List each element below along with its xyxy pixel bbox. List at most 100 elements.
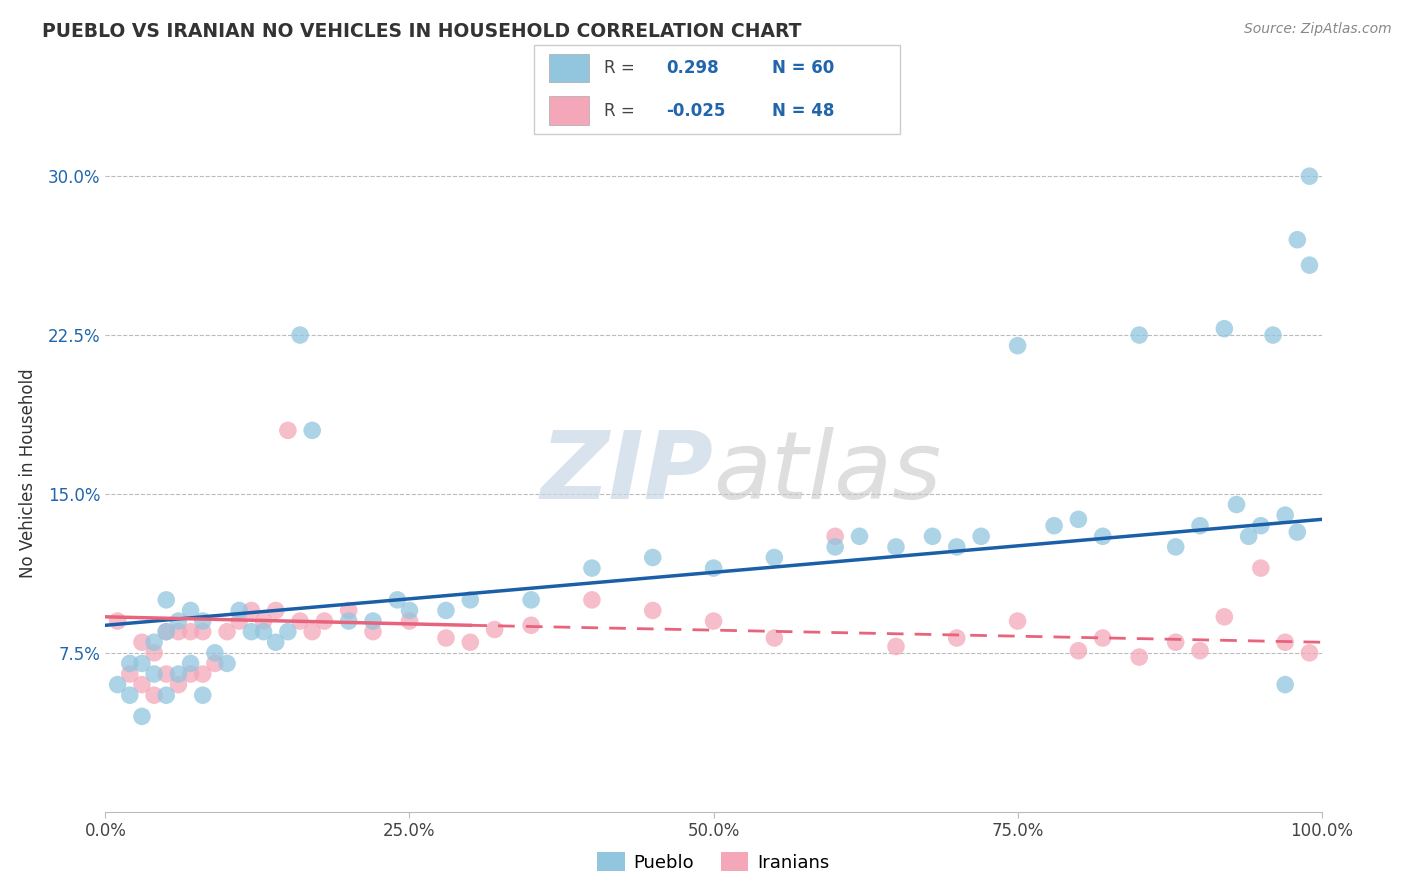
Point [217,657,239,671]
Point [361,614,384,628]
Point [167,678,190,692]
Point [252,624,274,639]
Point [824,540,846,554]
Point [155,688,177,702]
Point [1128,650,1150,665]
Point [118,688,141,702]
Point [131,657,153,671]
Point [301,424,323,438]
Point [1225,498,1247,512]
Point [1286,524,1309,539]
Point [143,667,166,681]
Point [217,624,239,639]
Point [118,657,141,671]
Text: N = 48: N = 48 [772,102,834,120]
Text: PUEBLO VS IRANIAN NO VEHICLES IN HOUSEHOLD CORRELATION CHART: PUEBLO VS IRANIAN NO VEHICLES IN HOUSEHO… [42,22,801,41]
Point [1237,529,1260,543]
Point [763,550,786,565]
Point [264,635,287,649]
Point [277,624,299,639]
Text: atlas: atlas [713,427,942,518]
Point [155,624,177,639]
Point [458,592,481,607]
Point [921,529,943,543]
Point [641,550,664,565]
Point [398,614,420,628]
Point [107,614,129,628]
Point [180,657,202,671]
Text: 0.298: 0.298 [666,59,718,77]
Point [204,657,226,671]
Point [1298,646,1320,660]
Point [702,561,725,575]
Point [1067,644,1090,658]
Point [970,529,993,543]
Point [143,688,166,702]
Text: -0.025: -0.025 [666,102,725,120]
Point [484,623,506,637]
Text: ZIP: ZIP [541,426,713,519]
Point [180,667,202,681]
Point [240,603,263,617]
Point [1250,518,1272,533]
Point [167,614,190,628]
Point [228,603,250,617]
FancyBboxPatch shape [548,96,589,125]
Point [1213,322,1236,336]
Point [1189,644,1212,658]
Point [1286,233,1309,247]
Point [1213,610,1236,624]
Point [1128,328,1150,343]
Point [314,614,336,628]
Point [228,614,250,628]
Point [288,328,311,343]
Y-axis label: No Vehicles in Household: No Vehicles in Household [18,368,37,578]
Point [434,631,457,645]
Point [143,646,166,660]
Point [264,603,287,617]
Point [1007,338,1029,352]
Point [155,592,177,607]
Point [1298,169,1320,184]
Point [581,561,603,575]
Text: Source: ZipAtlas.com: Source: ZipAtlas.com [1244,22,1392,37]
Point [288,614,311,628]
Point [1250,561,1272,575]
Point [107,678,129,692]
Point [1298,258,1320,272]
Point [252,614,274,628]
Point [155,667,177,681]
Point [118,667,141,681]
Point [204,646,226,660]
Point [191,667,214,681]
Point [361,624,384,639]
Point [167,624,190,639]
Point [1164,635,1187,649]
Point [434,603,457,617]
Point [277,424,299,438]
Point [581,592,603,607]
Text: R =: R = [603,59,634,77]
Point [1274,678,1296,692]
Point [824,529,846,543]
Point [763,631,786,645]
Point [702,614,725,628]
Point [131,635,153,649]
Point [191,688,214,702]
Point [155,624,177,639]
Point [167,667,190,681]
Point [131,709,153,723]
Point [191,624,214,639]
Point [191,614,214,628]
Point [520,618,543,632]
Text: N = 60: N = 60 [772,59,834,77]
Point [1043,518,1066,533]
Point [848,529,870,543]
Point [143,635,166,649]
Point [1164,540,1187,554]
Point [1091,631,1114,645]
Point [1261,328,1284,343]
Point [240,624,263,639]
Point [1091,529,1114,543]
Point [458,635,481,649]
